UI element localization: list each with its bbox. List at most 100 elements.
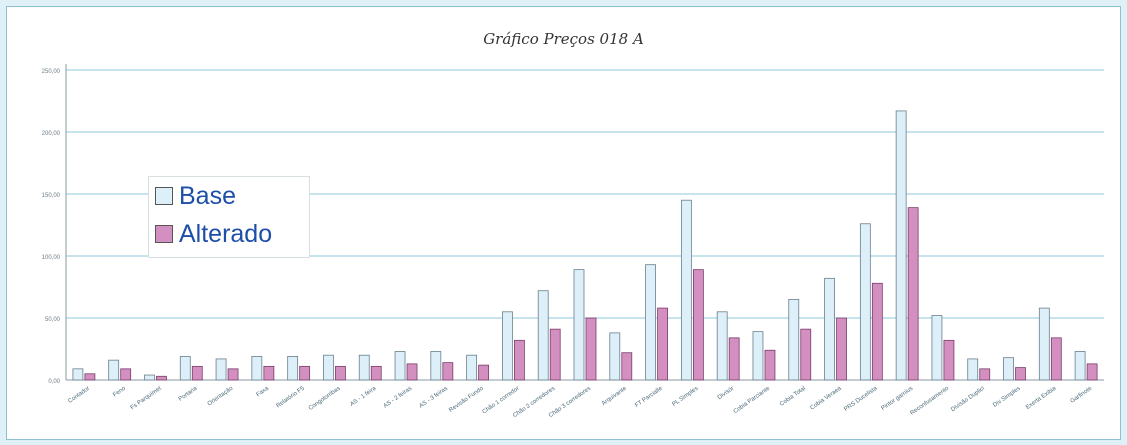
x-tick-label: Reconfusamento xyxy=(909,385,950,416)
bar-base xyxy=(680,199,692,381)
y-tick-label: 50,00 xyxy=(45,317,61,323)
y-tick-label: 200,00 xyxy=(42,131,61,137)
bar-alterado xyxy=(84,373,96,381)
bar-base xyxy=(108,359,120,381)
bar-base xyxy=(752,331,764,381)
bar-alterado xyxy=(764,349,776,381)
bar-base xyxy=(144,374,155,381)
x-tick-label: PL Simples xyxy=(671,386,699,408)
legend-item-base: Base xyxy=(149,177,309,215)
y-tick-label: 0,00 xyxy=(48,379,60,385)
bar-alterado xyxy=(335,365,346,381)
bar-alterado xyxy=(621,352,633,381)
bar-base xyxy=(179,356,191,381)
bar-base xyxy=(358,354,370,381)
bar-base xyxy=(895,110,907,381)
x-tick-label: Cobia Total xyxy=(779,386,807,408)
bar-alterado xyxy=(478,364,490,381)
bar-alterado xyxy=(800,328,812,381)
x-tick-label: AS - 1 feira xyxy=(349,385,378,408)
x-tick-label: AS - 2 feiras xyxy=(383,386,413,410)
bar-alterado xyxy=(442,362,454,381)
bar-base xyxy=(609,332,621,381)
bar-alterado xyxy=(692,269,704,381)
bar-alterado xyxy=(406,363,418,381)
bar-alterado xyxy=(979,368,991,381)
bar-base xyxy=(1038,307,1050,381)
bar-alterado xyxy=(657,307,668,381)
chart-title: Gráfico Preços 018 A xyxy=(483,30,644,48)
bar-alterado xyxy=(907,207,919,381)
y-tick-label: 100,00 xyxy=(42,255,61,261)
bar-alterado xyxy=(1015,367,1026,381)
x-tick-label: Relatório F5 xyxy=(276,385,307,409)
bar-base xyxy=(859,223,871,381)
bar-alterado xyxy=(1086,363,1098,381)
bar-alterado xyxy=(299,365,311,381)
x-tick-label: Portaria xyxy=(178,385,199,402)
bar-alterado xyxy=(191,365,203,381)
legend-swatch-base xyxy=(155,187,173,205)
x-tick-label: Divisão Duplici xyxy=(950,386,986,413)
bar-base xyxy=(251,356,263,381)
y-tick-label: 150,00 xyxy=(42,193,61,199)
bar-base xyxy=(573,269,585,381)
bar-base xyxy=(1074,351,1086,381)
bar-base xyxy=(788,298,800,381)
legend-item-alterado: Alterado xyxy=(149,215,309,253)
bar-base xyxy=(502,311,513,381)
bar-base xyxy=(716,311,728,381)
bar-base xyxy=(967,358,979,381)
x-tick-label: FT Parcialle xyxy=(634,385,664,409)
bar-base xyxy=(323,354,334,381)
bar-base xyxy=(72,368,84,381)
bar-base xyxy=(287,356,299,381)
bar-alterado xyxy=(156,375,167,381)
bar-alterado xyxy=(227,368,239,381)
bar-alterado xyxy=(585,317,597,381)
chart-legend: Base Alterado xyxy=(148,176,310,258)
x-tick-label: Div Simples xyxy=(992,386,1021,409)
bar-alterado xyxy=(263,365,275,381)
legend-label-base: Base xyxy=(179,181,236,210)
bar-alterado xyxy=(728,337,740,381)
x-tick-label: Pintor garnius xyxy=(881,386,915,412)
bar-alterado xyxy=(836,317,847,381)
bar-alterado xyxy=(514,339,525,381)
bar-alterado xyxy=(549,328,561,381)
bar-base xyxy=(466,354,478,381)
bar-alterado xyxy=(370,365,382,381)
x-tick-label: Orientação xyxy=(207,385,235,407)
legend-label-alterado: Alterado xyxy=(179,219,273,248)
y-tick-label: 250,00 xyxy=(42,69,61,75)
legend-swatch-alterado xyxy=(155,225,173,243)
bar-alterado xyxy=(871,282,883,381)
x-tick-label: AS - 3 feiras xyxy=(418,386,448,410)
bar-base xyxy=(931,315,943,381)
bar-alterado xyxy=(943,339,955,381)
x-tick-label: Feno xyxy=(112,385,127,398)
x-tick-label: Congolombas xyxy=(308,386,342,412)
x-tick-label: PRS Ducelista xyxy=(843,385,879,412)
bar-base xyxy=(824,277,835,381)
x-tick-label: Contador xyxy=(67,386,91,405)
bar-base xyxy=(645,264,656,381)
bar-base xyxy=(215,358,227,381)
x-tick-label: Revisão Fundo xyxy=(448,385,485,413)
x-tick-label: Divisór xyxy=(717,386,735,401)
bar-alterado xyxy=(1050,337,1062,381)
x-tick-label: Chão 1 corredor xyxy=(482,386,521,416)
x-tick-label: Exerta Exibia xyxy=(1025,385,1058,411)
x-tick-label: Garfinote xyxy=(1070,385,1094,404)
x-tick-label: Faxa xyxy=(256,385,271,398)
bar-base xyxy=(1003,357,1014,381)
bar-base xyxy=(430,351,442,381)
x-tick-label: Cobia Parciante xyxy=(733,385,772,415)
x-tick-label: Arquivante xyxy=(601,385,628,407)
x-tick-label: Cobia Veraea xyxy=(809,385,843,411)
x-tick-label: Fs Parquímet xyxy=(130,386,163,412)
bar-base xyxy=(537,290,549,381)
bar-alterado xyxy=(120,368,132,381)
bar-base xyxy=(394,351,406,381)
